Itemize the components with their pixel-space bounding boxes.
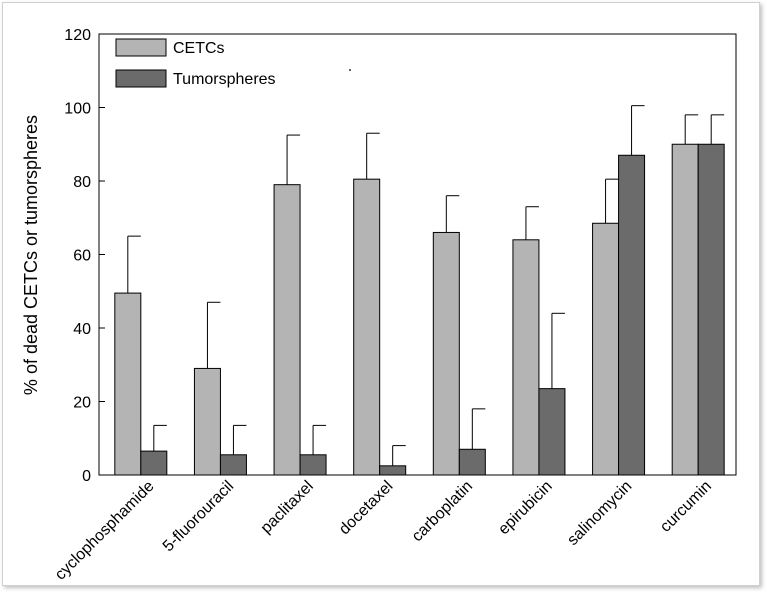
x-tick-label: curcumin bbox=[657, 478, 715, 536]
legend-label-tumorspheres: Tumorspheres bbox=[173, 71, 276, 88]
bar-cetcs-2 bbox=[273, 184, 301, 476]
y-tick-label: 80 bbox=[73, 174, 91, 191]
y-axis-label: % of dead CETCs or tumorspheres bbox=[21, 115, 41, 395]
bar-cetcs-0 bbox=[114, 292, 142, 476]
y-tick-label: 20 bbox=[73, 395, 91, 412]
bar-tumorspheres-0 bbox=[140, 450, 168, 476]
x-tick-label: carboplatin bbox=[409, 478, 476, 545]
x-tick-label: docetaxel bbox=[336, 478, 396, 538]
y-tick-label: 100 bbox=[64, 101, 91, 118]
bar-tumorspheres-7 bbox=[697, 143, 725, 476]
y-tick-label: 120 bbox=[64, 27, 91, 44]
x-tick-label: cyclophosphamide bbox=[52, 478, 158, 584]
error-bars-layer bbox=[127, 105, 725, 466]
stray-dot bbox=[349, 69, 351, 71]
bar-tumorspheres-4 bbox=[458, 448, 486, 476]
legend-swatch-tumorspheres bbox=[115, 69, 167, 88]
figure-frame: 0 20 40 60 80 100 120 cyclophosphamide 5-fluoro… bbox=[2, 2, 760, 586]
bar-tumorspheres-2 bbox=[299, 454, 327, 476]
bar-cetcs-7 bbox=[671, 143, 699, 476]
bar-cetcs-3 bbox=[353, 178, 381, 476]
legend-label-cetcs: CETCs bbox=[173, 40, 225, 57]
bar-tumorspheres-5 bbox=[538, 388, 566, 476]
x-tick-label: 5-fluorouracil bbox=[160, 478, 237, 555]
x-tick-label: salinomycin bbox=[564, 478, 635, 549]
y-axis: 0 20 40 60 80 100 120 bbox=[64, 27, 105, 485]
bar-tumorspheres-1 bbox=[219, 454, 247, 476]
legend-swatch-cetcs bbox=[115, 38, 167, 57]
x-tick-label: paclitaxel bbox=[258, 478, 317, 537]
bar-cetcs-4 bbox=[432, 231, 460, 476]
bar-tumorspheres-6 bbox=[618, 154, 646, 476]
bar-cetcs-5 bbox=[512, 239, 540, 476]
bars-layer bbox=[114, 143, 725, 476]
y-tick-label: 60 bbox=[73, 248, 91, 265]
legend: CETCs Tumorspheres bbox=[115, 38, 276, 88]
bar-tumorspheres-3 bbox=[379, 465, 407, 476]
bar-cetcs-1 bbox=[193, 367, 221, 476]
y-tick-label: 0 bbox=[82, 468, 91, 485]
x-axis: cyclophosphamide 5-fluorouracil paclitaxel… bbox=[52, 478, 715, 584]
bar-chart: 0 20 40 60 80 100 120 cyclophosphamide 5-fluoro… bbox=[21, 27, 737, 584]
x-tick-label: epirubicin bbox=[495, 478, 555, 538]
bar-cetcs-6 bbox=[592, 222, 620, 476]
y-tick-label: 40 bbox=[73, 321, 91, 338]
